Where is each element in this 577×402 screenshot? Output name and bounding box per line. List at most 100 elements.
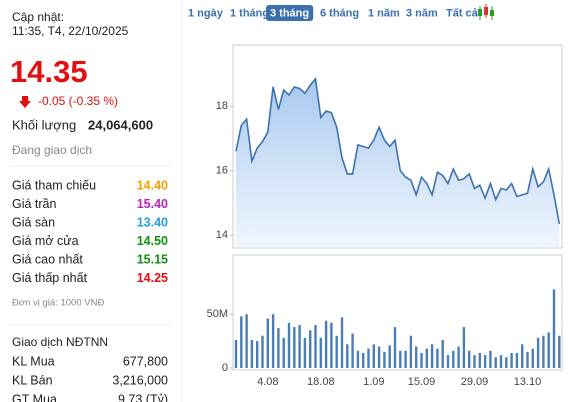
volume-bar xyxy=(240,316,243,368)
price-value: 15.40 xyxy=(137,197,168,211)
volume-bar xyxy=(521,344,524,368)
down-arrow xyxy=(19,96,31,108)
foreign-value: 3,216,000 xyxy=(112,373,168,387)
update-label: Cập nhật: xyxy=(12,10,64,24)
volume-bar xyxy=(425,348,428,368)
volume-bar xyxy=(436,348,439,368)
price-label: Giá sàn xyxy=(12,215,55,229)
period-tab[interactable]: 1 ngày xyxy=(188,7,224,19)
volume-bar xyxy=(457,346,460,368)
volume-value: 24,064,600 xyxy=(88,117,153,132)
price-value: 14.40 xyxy=(137,178,168,192)
volume-bar xyxy=(340,317,344,368)
side-panel xyxy=(0,0,182,402)
period-tab[interactable]: 1 năm xyxy=(368,7,400,19)
volume-bar xyxy=(542,335,545,368)
y-tick-label: 16 xyxy=(216,165,228,177)
volume-bar xyxy=(483,355,487,368)
volume-bar xyxy=(356,350,360,368)
foreign-label: GT Mua xyxy=(12,392,57,402)
volume-bar xyxy=(351,333,354,368)
volume-bar xyxy=(298,324,301,368)
volume-bar xyxy=(415,346,418,368)
foreign-value: 677,800 xyxy=(123,354,168,368)
volume-bar xyxy=(430,344,434,368)
volume-bar xyxy=(489,350,492,368)
y-tick-label: 0 xyxy=(222,362,228,374)
price-label: Giá cao nhất xyxy=(12,252,83,266)
volume-bar xyxy=(420,352,423,368)
price-label: Giá thấp nhất xyxy=(12,271,88,285)
volume-bar xyxy=(245,314,248,368)
volume-bar xyxy=(277,328,280,368)
volume-bar xyxy=(499,355,503,368)
foreign-value: 9.73 (Tỷ) xyxy=(118,392,168,402)
volume-bar xyxy=(446,355,450,368)
volume-bar xyxy=(547,332,550,368)
volume-frame xyxy=(232,254,563,371)
volume-bar xyxy=(441,340,444,368)
volume-bar xyxy=(383,351,386,368)
price-value: 15.15 xyxy=(137,252,168,266)
volume-bar xyxy=(372,344,375,368)
period-tab[interactable]: 6 tháng xyxy=(320,7,359,19)
volume-bar xyxy=(409,335,413,368)
volume-bar xyxy=(282,337,285,368)
volume-bar xyxy=(319,337,322,368)
status: Đang giao dịch xyxy=(12,143,92,157)
x-tick-label: 29.09 xyxy=(461,376,489,388)
price-label: Giá trần xyxy=(12,197,57,211)
volume-bar xyxy=(462,327,466,368)
volume-bar xyxy=(452,350,455,368)
volume-bar xyxy=(314,324,317,368)
volume-bar xyxy=(287,322,291,368)
volume-bar xyxy=(526,351,529,368)
volume-bar xyxy=(393,327,397,368)
candle-icon xyxy=(478,4,494,20)
volume-bar xyxy=(494,357,497,368)
volume-bar xyxy=(234,340,238,368)
volume-bar xyxy=(399,350,402,368)
volume-bar xyxy=(309,330,312,368)
x-tick-label: 4.08 xyxy=(257,376,278,388)
volume-bar xyxy=(404,350,407,368)
price-label: Giá mở cửa xyxy=(12,234,79,248)
x-tick-label: 1.09 xyxy=(363,376,384,388)
x-tick-label: 18.08 xyxy=(307,376,335,388)
price-value: 14.50 xyxy=(137,234,168,248)
period-tab[interactable]: 3 tháng xyxy=(270,7,309,19)
unit-note: Đơn vị giá: 1000 VNĐ xyxy=(12,298,104,309)
update-time: 11:35, T4, 22/10/2025 xyxy=(12,24,129,38)
foreign-label: KL Mua xyxy=(12,354,55,368)
period-tab[interactable]: 1 tháng xyxy=(230,7,269,19)
volume-bar xyxy=(330,322,333,368)
x-tick-label: 15.09 xyxy=(408,376,436,388)
foreign-title: Giao dịch NĐTNN xyxy=(12,335,108,349)
y-tick-label: 14 xyxy=(216,229,228,241)
volume-bar xyxy=(324,320,328,368)
y-tick-label: 50M xyxy=(207,308,228,320)
volume-bar xyxy=(388,345,391,368)
volume-bar xyxy=(515,352,519,368)
price-value: 14.25 xyxy=(137,271,168,285)
period-tab[interactable]: Tất cả xyxy=(446,7,479,19)
volume-bar xyxy=(510,352,513,368)
volume-bar xyxy=(335,335,338,368)
price-value: 13.40 xyxy=(137,215,168,229)
period-tab-active[interactable] xyxy=(266,5,314,21)
volume-bar xyxy=(531,348,534,368)
volume-bar xyxy=(367,348,370,368)
volume-bar xyxy=(261,335,264,368)
volume-label: Khối lượng xyxy=(12,117,76,132)
price-label: Giá tham chiếu xyxy=(12,178,96,192)
volume-bar xyxy=(558,335,561,368)
volume-bar xyxy=(552,289,556,368)
foreign-label: KL Bán xyxy=(12,373,53,387)
volume-bar xyxy=(250,340,254,368)
price-area xyxy=(236,78,560,248)
x-tick-label: 13.10 xyxy=(514,376,542,388)
volume-bar xyxy=(377,346,381,368)
volume-bar xyxy=(473,355,476,368)
period-tab[interactable]: 3 năm xyxy=(406,7,438,19)
